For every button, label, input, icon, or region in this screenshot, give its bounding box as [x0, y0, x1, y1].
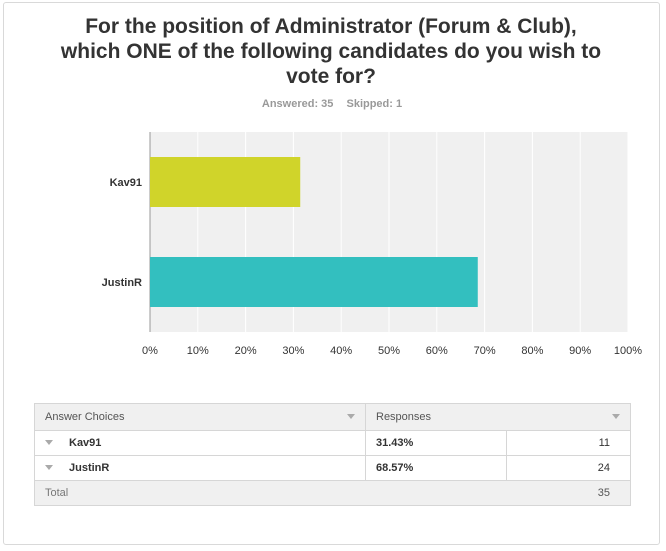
total-label: Total: [34, 480, 366, 506]
y-category-label: Kav91: [110, 177, 142, 189]
total-count: 35: [506, 480, 631, 506]
x-tick-label: 100%: [614, 345, 642, 357]
x-tick-label: 0%: [142, 345, 158, 357]
y-category-label: JustinR: [102, 277, 142, 289]
table-row: JustinR 68.57% 24: [34, 455, 631, 481]
question-title: For the position of Administrator (Forum…: [60, 15, 602, 88]
sort-caret-icon[interactable]: [347, 414, 355, 419]
bar-chart: 0% 10% 20% 30% 40% 50% 60% 70% 80% 90% 100% Kav91 Ju…: [102, 132, 642, 357]
expand-caret-icon[interactable]: [45, 464, 53, 470]
bar-kav91: [150, 157, 301, 207]
x-tick-label: 80%: [521, 345, 543, 357]
answer-choice-cell: Kav91: [34, 430, 366, 456]
bar-justinr: [150, 257, 478, 307]
x-tick-label: 10%: [187, 345, 209, 357]
total-spacer: [365, 480, 507, 506]
x-tick-label: 70%: [474, 345, 496, 357]
x-tick-label: 20%: [235, 345, 257, 357]
choice-label: JustinR: [69, 462, 110, 474]
count-cell: 11: [506, 430, 631, 456]
answer-choices-header[interactable]: Answer Choices: [34, 403, 366, 431]
responses-header-label: Responses: [376, 411, 432, 423]
x-tick-label: 90%: [569, 345, 591, 357]
answer-choices-header-label: Answer Choices: [45, 411, 125, 423]
x-tick-label: 60%: [426, 345, 448, 357]
percent-cell: 31.43%: [365, 430, 507, 456]
expand-caret-icon[interactable]: [45, 439, 53, 445]
choice-label: Kav91: [69, 437, 102, 449]
answered-count: Answered: 35: [261, 98, 334, 110]
responses-table: Answer Choices Responses Kav91 31.43% 11…: [34, 403, 631, 506]
percent-cell: 68.57%: [365, 455, 507, 481]
responses-header[interactable]: Responses: [365, 403, 631, 431]
sort-caret-icon[interactable]: [612, 414, 620, 419]
x-tick-label: 40%: [330, 345, 352, 357]
count-cell: 24: [506, 455, 631, 481]
x-tick-label: 50%: [378, 345, 400, 357]
x-tick-label: 30%: [282, 345, 304, 357]
response-stats: Answered: 35 Skipped: 1: [0, 98, 664, 110]
total-row: Total 35: [34, 480, 631, 506]
answer-choice-cell: JustinR: [34, 455, 366, 481]
table-row: Kav91 31.43% 11: [34, 430, 631, 456]
skipped-count: Skipped: 1: [346, 98, 403, 110]
